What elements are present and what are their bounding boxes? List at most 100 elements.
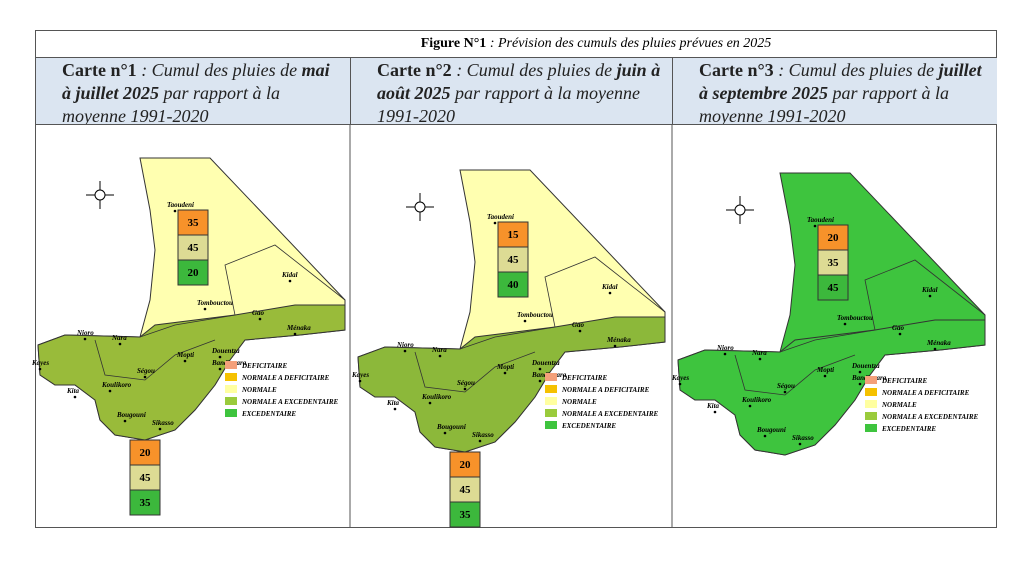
place-label: Gao [252, 309, 265, 317]
place-label: Mopti [496, 363, 514, 371]
place-label: Nara [431, 346, 447, 354]
place-dot [288, 279, 292, 283]
place-dot [858, 382, 862, 386]
place-dot [748, 404, 752, 408]
place-label: Ségou [777, 382, 795, 390]
place-dot [713, 410, 717, 414]
probability-box [497, 271, 529, 298]
probability-value: 20 [460, 459, 472, 471]
place-dot [823, 374, 827, 378]
legend-swatch [225, 397, 237, 405]
legend-swatch [225, 373, 237, 381]
probability-value: 45 [508, 254, 520, 266]
probability-box [129, 464, 161, 491]
probability-box [177, 259, 209, 286]
place-label: Taoudeni [167, 201, 194, 209]
place-label: Nioro [716, 344, 734, 352]
place-label: Koulikoro [421, 393, 452, 401]
place-dot [118, 342, 122, 346]
map: Taoudeni Kidal Tombouctou Gao Ménaka Nioro Nar… [351, 169, 666, 528]
map-period: mai à juillet 2025 [62, 60, 330, 103]
place-dot [83, 337, 87, 341]
place-dot [783, 390, 787, 394]
probability-value: 20 [140, 447, 152, 459]
place-dot [443, 431, 447, 435]
probability-box [177, 209, 209, 236]
map-intro: : Cumul des pluies de [451, 60, 617, 80]
place-dot [538, 379, 542, 383]
region-border [94, 339, 216, 381]
compass [734, 204, 746, 216]
south-zone [677, 319, 986, 456]
probability-value: 40 [508, 279, 520, 291]
place-label: Tombouctou [197, 299, 233, 307]
place-label: Ménaka [926, 339, 951, 347]
map-number: Carte n°1 [62, 60, 137, 80]
region-border [779, 259, 986, 353]
place-label: Kita [386, 399, 400, 407]
legend-label: DEFICITAIRE [241, 362, 287, 370]
place-label: Tombouctou [837, 314, 873, 322]
legend-swatch [225, 409, 237, 417]
legend-label: EXCEDENTAIRE [241, 410, 296, 418]
map-period: juillet à septembre 2025 [699, 60, 982, 103]
legend-swatch [865, 424, 877, 432]
map: Taoudeni Kidal Tombouctou Gao Ménaka Nioro Nar… [671, 172, 986, 456]
place-dot [933, 347, 937, 351]
probability-value: 35 [460, 509, 472, 521]
place-dot [73, 395, 77, 399]
place-label: Douentza [851, 362, 880, 370]
place-dot [183, 359, 187, 363]
region-border [139, 244, 346, 338]
figure-title: Figure N°1 : Prévision des cumuls des pl… [35, 30, 997, 58]
place-dot [158, 427, 162, 431]
legend-label: EXCEDENTAIRE [881, 425, 936, 433]
place-dot [173, 209, 177, 213]
place-dot [293, 332, 297, 336]
place-label: Nara [111, 334, 127, 342]
place-dot [503, 371, 507, 375]
place-label: Nara [751, 349, 767, 357]
map: Taoudeni Kidal Tombouctou Gao Ménaka Nioro Nar… [31, 157, 346, 516]
place-dot [493, 221, 497, 225]
place-dot [763, 434, 767, 438]
probability-box [129, 489, 161, 516]
legend-label: NORMALE A EXCEDENTAIRE [241, 398, 339, 406]
region-border [734, 354, 856, 396]
place-dot [723, 352, 727, 356]
place-label: Gao [892, 324, 905, 332]
place-dot [858, 370, 862, 374]
legend-swatch [545, 373, 557, 381]
place-dot [358, 379, 362, 383]
legend-swatch [865, 376, 877, 384]
place-label: Kayes [351, 371, 369, 379]
place-label: Ménaka [606, 336, 631, 344]
probability-box [817, 224, 849, 251]
place-label: Nioro [396, 341, 414, 349]
legend-label: DEFICITAIRE [561, 374, 607, 382]
place-label: Bougouni [436, 423, 466, 431]
place-dot [463, 387, 467, 391]
place-dot [143, 375, 147, 379]
place-dot [478, 439, 482, 443]
place-dot [523, 319, 527, 323]
place-dot [928, 294, 932, 298]
probability-value: 45 [140, 472, 152, 484]
place-label: Tombouctou [517, 311, 553, 319]
place-dot [438, 354, 442, 358]
legend-label: NORMALE [881, 401, 917, 409]
place-dot [798, 442, 802, 446]
legend-swatch [865, 388, 877, 396]
place-label: Ségou [457, 379, 475, 387]
probability-value: 15 [508, 229, 520, 241]
place-dot [843, 322, 847, 326]
legend-label: NORMALE A DEFICITAIRE [561, 386, 650, 394]
place-dot [258, 317, 262, 321]
place-dot [218, 355, 222, 359]
place-label: Taoudeni [487, 213, 514, 221]
legend-swatch [545, 421, 557, 429]
map-rest: par rapport à la moyenne 1991-2020 [62, 83, 281, 125]
probability-box [129, 439, 161, 466]
